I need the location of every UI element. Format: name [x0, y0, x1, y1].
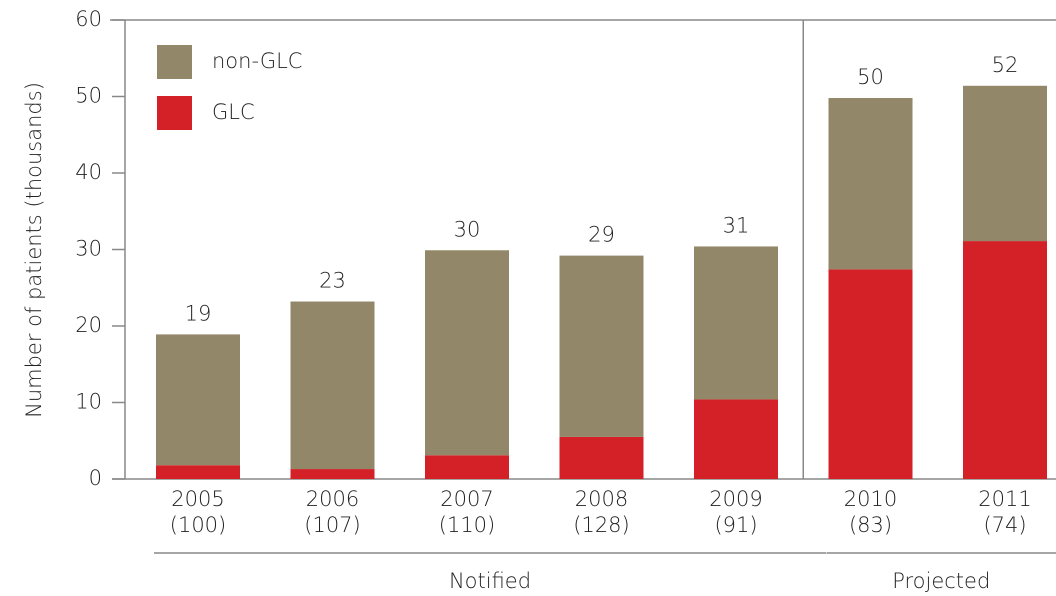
bar-segment [828, 269, 913, 479]
x-tick-note: (110) [439, 513, 495, 537]
bar-segment [425, 455, 509, 479]
y-tick-label: 60 [75, 7, 102, 31]
total-label: 52 [992, 53, 1019, 77]
bar-segment [963, 85, 1047, 242]
bar-segment [828, 98, 913, 270]
group-label: Projected [892, 569, 990, 593]
x-tick-note: (107) [304, 513, 360, 537]
y-tick-label: 40 [75, 160, 102, 184]
legend-swatch [157, 45, 192, 79]
x-tick-note: (128) [573, 513, 629, 537]
bar-segment [156, 334, 240, 466]
x-tick-note: (91) [714, 513, 757, 537]
x-tick-label: 2008 [575, 487, 628, 511]
y-tick-label: 0 [89, 466, 102, 490]
total-label: 29 [588, 223, 615, 247]
x-tick-label: 2005 [171, 487, 224, 511]
bar-segment [425, 250, 509, 456]
x-tick-label: 2011 [978, 487, 1031, 511]
x-tick-label: 2006 [306, 487, 359, 511]
y-tick-label: 50 [75, 84, 102, 108]
x-tick-label: 2010 [844, 487, 897, 511]
x-tick-note: (100) [170, 513, 226, 537]
legend-swatch [157, 96, 192, 130]
total-label: 50 [857, 65, 884, 89]
total-label: 30 [454, 217, 481, 241]
legend-label: GLC [212, 100, 255, 124]
total-label: 19 [185, 301, 212, 325]
bar-segment [290, 469, 375, 479]
bar-segment [559, 255, 644, 437]
y-axis-title: Number of patients (thousands) [22, 82, 46, 418]
bar-segment [963, 241, 1047, 479]
bar-segment [694, 399, 778, 479]
bar-segment [290, 301, 375, 470]
total-label: 31 [723, 213, 750, 237]
y-tick-label: 20 [75, 313, 102, 337]
x-tick-note: (74) [983, 513, 1026, 537]
bar-segment [694, 246, 778, 400]
y-tick-label: 30 [75, 237, 102, 261]
legend-label: non-GLC [212, 49, 302, 73]
bar-segment [559, 436, 644, 479]
y-tick-label: 10 [75, 390, 102, 414]
x-tick-label: 2009 [709, 487, 762, 511]
x-tick-note: (83) [849, 513, 892, 537]
total-label: 23 [319, 269, 346, 293]
bar-segment [156, 465, 240, 479]
group-label: Notified [449, 569, 531, 593]
x-tick-label: 2007 [440, 487, 493, 511]
